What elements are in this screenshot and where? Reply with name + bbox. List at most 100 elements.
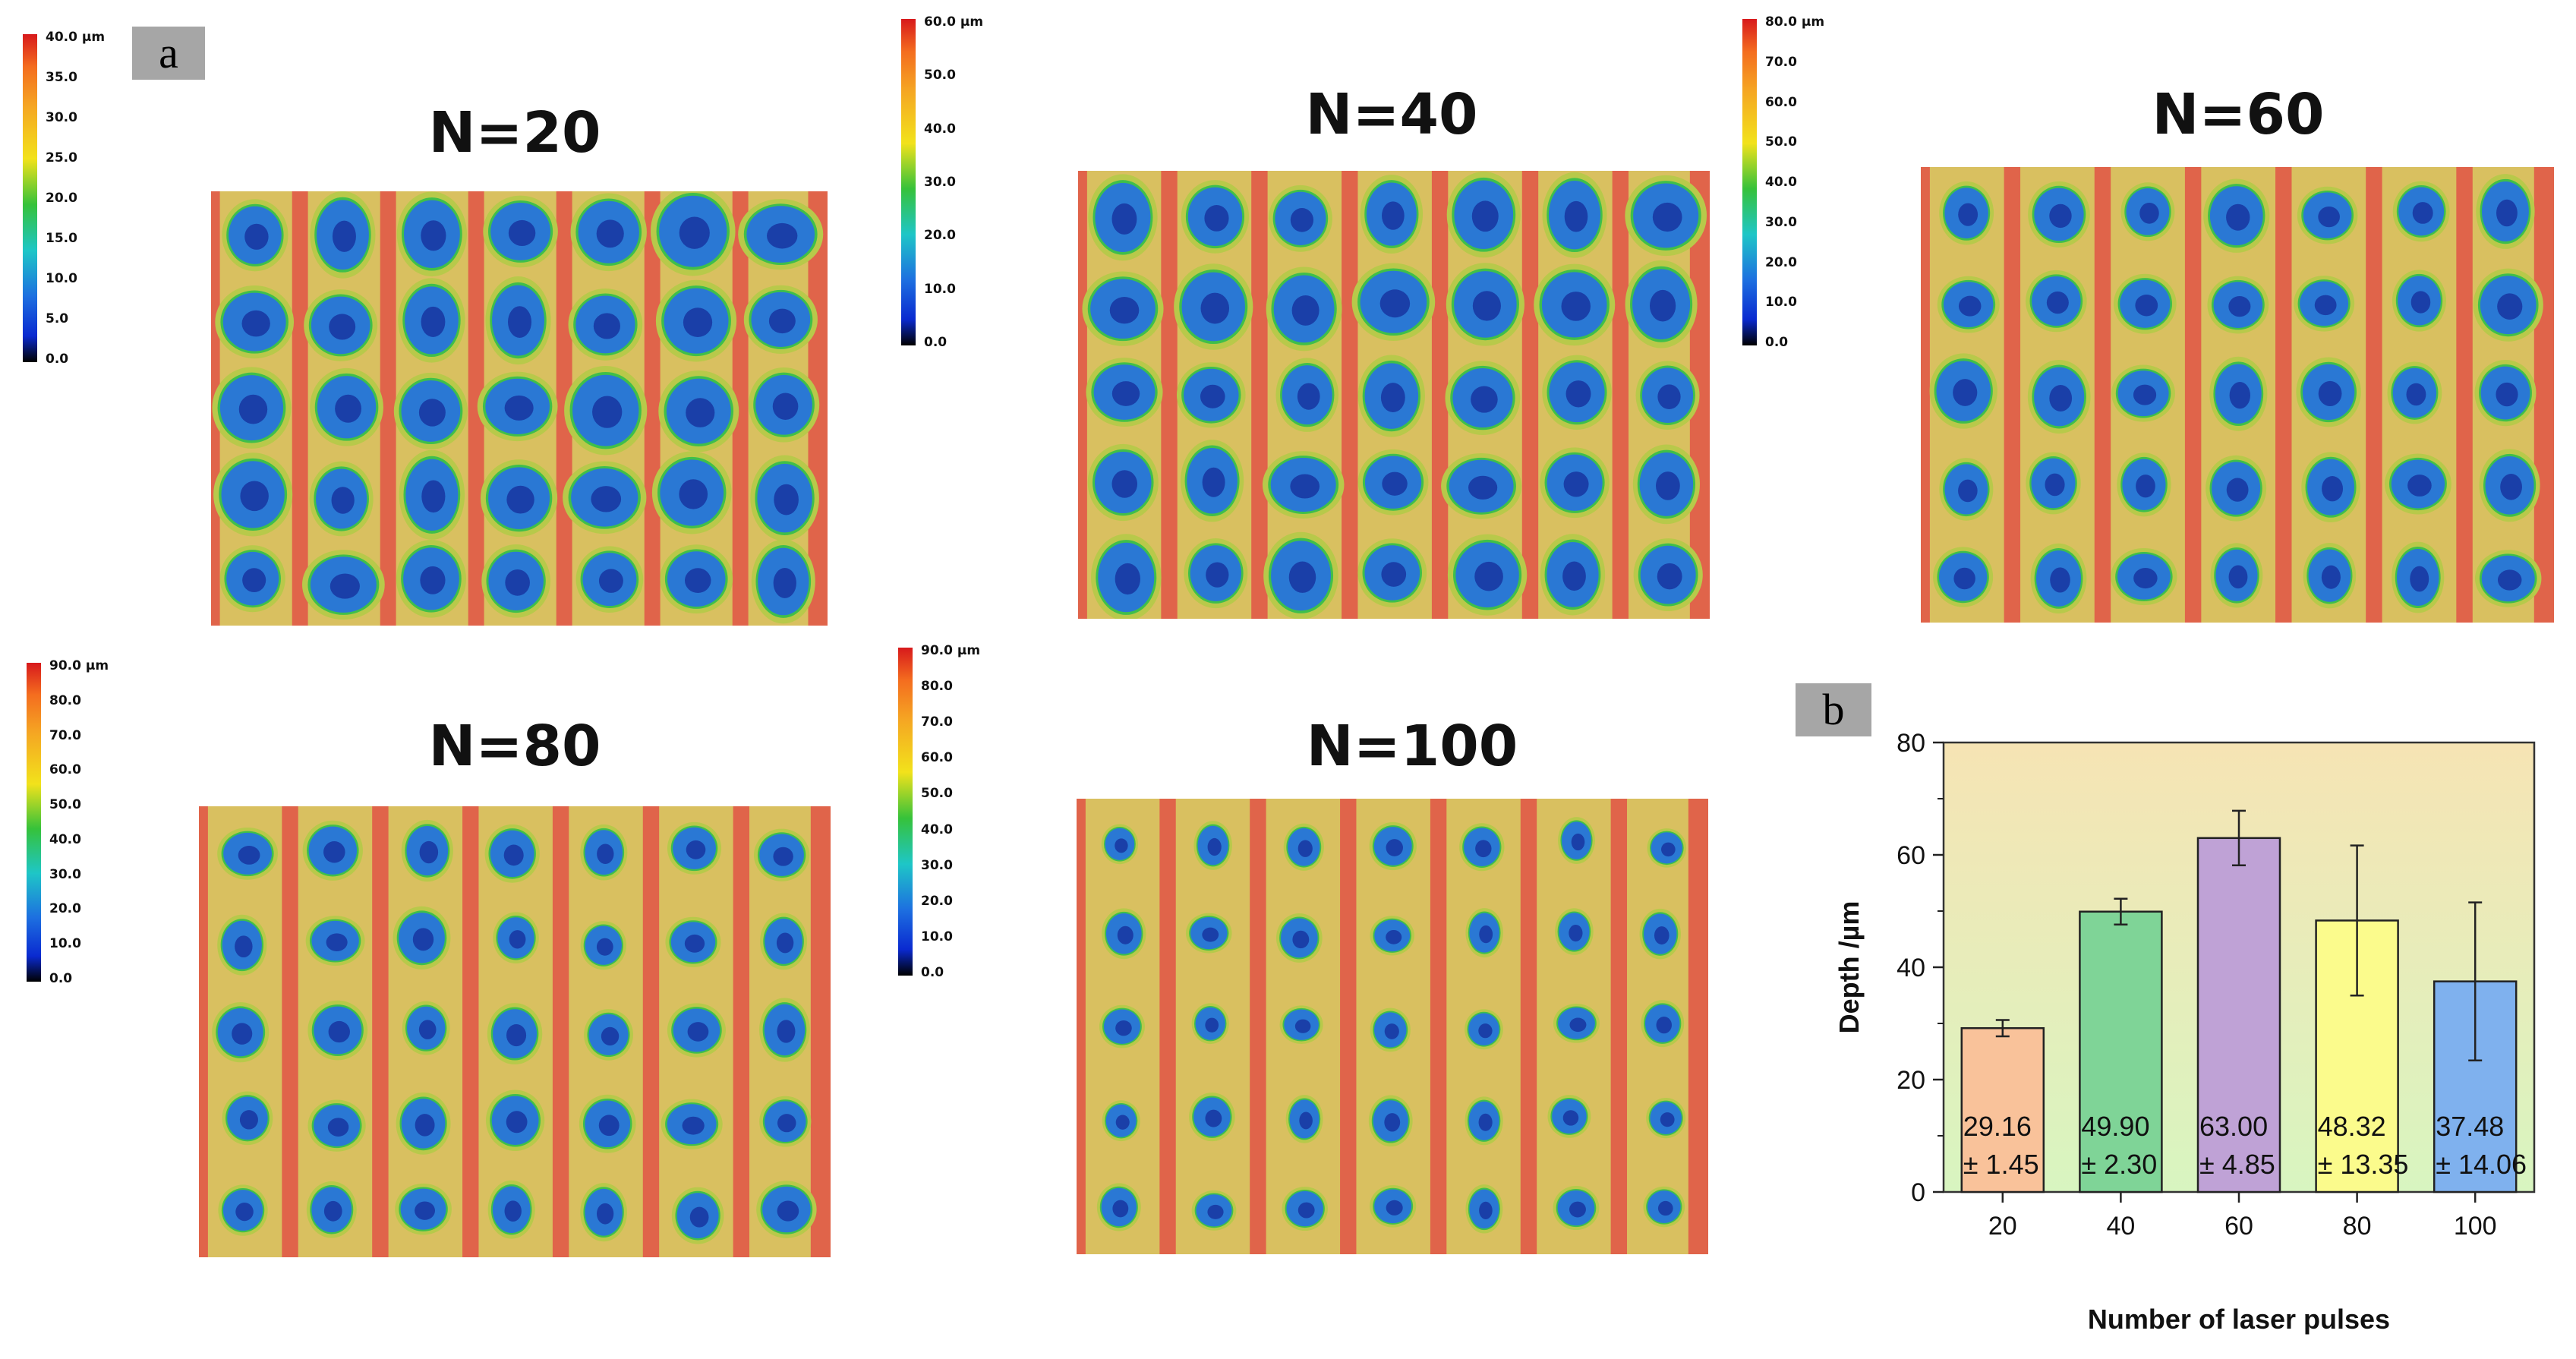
pit-core <box>1565 380 1591 408</box>
scalebar-tick-label: 40.0 µm <box>46 30 106 45</box>
surface-ridge <box>644 191 661 626</box>
pit-core <box>2135 294 2158 317</box>
pit-core <box>685 568 711 594</box>
value-label: 29.16 <box>1963 1111 2032 1142</box>
surface-ridge <box>1342 171 1358 619</box>
pit-core <box>1479 925 1493 944</box>
pit-core <box>2049 203 2072 229</box>
scalebar-tick-label: 25.0 <box>46 150 77 166</box>
scalebar-tick-label: 40.0 <box>49 831 81 847</box>
pit-core <box>1200 292 1230 324</box>
scalebar-tick-label: 20.0 <box>921 893 953 909</box>
error-label: ± 1.45 <box>1963 1149 2039 1180</box>
scalebar-tick-label: 20.0 <box>924 228 956 244</box>
pit-core <box>505 569 530 596</box>
pit-core <box>601 1026 620 1046</box>
pit-core <box>1654 926 1670 945</box>
surface-ridge <box>199 806 208 1257</box>
pit-core <box>242 568 266 593</box>
pit-core <box>2322 476 2344 502</box>
pit-core <box>1299 1111 1313 1130</box>
pit-core <box>1290 474 1320 499</box>
pit-core <box>1657 563 1682 590</box>
pit-core <box>1111 470 1138 498</box>
pit-core <box>689 1206 709 1228</box>
pit-core <box>1569 924 1583 942</box>
scalebar-tick-label: 50.0 <box>924 68 956 84</box>
scalebar-tick-label: 0.0 <box>49 971 73 986</box>
pit-core <box>2046 291 2069 314</box>
pit-core <box>1649 289 1676 322</box>
pit-core <box>1657 384 1681 410</box>
map-title-n80: N=80 <box>428 714 601 779</box>
scalebar-tick-label: 5.0 <box>46 311 69 326</box>
scalebar-tick-label: 35.0 <box>46 70 77 85</box>
pit-core <box>596 938 613 956</box>
surface-ridge <box>1077 799 1086 1254</box>
error-bar-100 <box>2468 901 2483 1061</box>
pit-core <box>686 398 715 427</box>
pit-core <box>335 394 361 423</box>
pit-core <box>598 569 623 593</box>
pit-core <box>1205 1109 1222 1127</box>
surface-ridge <box>1431 171 1449 619</box>
pit-core <box>509 930 526 949</box>
x-axis-label: Number of laser pulses <box>2088 1304 2390 1335</box>
pit-core <box>1478 1113 1493 1131</box>
pit-core <box>2321 565 2341 589</box>
scalebar-tick-label: 20.0 <box>49 901 81 917</box>
pit-core <box>2226 478 2249 502</box>
scalebar-tick-label: 30.0 <box>46 110 77 125</box>
pit-core <box>1380 383 1405 413</box>
surface-ridge <box>2533 167 2554 623</box>
pit-core <box>1207 837 1222 856</box>
pit-core <box>591 486 622 512</box>
pit-core <box>1288 561 1316 593</box>
surface-ridge <box>292 191 308 626</box>
pit-core <box>2045 473 2065 497</box>
pit-core <box>415 1201 435 1220</box>
surface-ridge <box>1078 171 1087 619</box>
value-label: 49.90 <box>2081 1111 2149 1142</box>
scalebar-tick-label: 40.0 <box>1765 175 1797 190</box>
pit-core <box>1958 479 1978 503</box>
scalebar-tick-label: 30.0 <box>1765 214 1797 230</box>
scalebar-gradient <box>23 34 37 362</box>
scalebar-tick-label: 20.0 <box>46 191 77 206</box>
pit-core <box>1205 1017 1219 1033</box>
pit-core <box>1660 1112 1675 1127</box>
value-label: 48.32 <box>2318 1111 2386 1142</box>
pit-core <box>420 566 446 594</box>
surface-ridge <box>2004 167 2021 623</box>
scalebar-tick-label: 70.0 <box>49 727 81 743</box>
surface-map-n20 <box>211 191 828 626</box>
pit-core <box>1571 833 1585 851</box>
pit-core <box>2226 203 2250 231</box>
pit-core <box>777 1020 796 1043</box>
pit-core <box>687 1022 709 1042</box>
surface-ridge <box>1251 171 1268 619</box>
pit-core <box>238 394 268 424</box>
pit-core <box>1204 204 1229 232</box>
pit-core <box>1115 838 1128 853</box>
pit-core <box>332 220 356 252</box>
scalebar-tick-label: 60.0 <box>921 750 953 766</box>
pit-core <box>326 933 348 951</box>
bar-60 <box>2196 837 2281 1193</box>
scalebar-gradient <box>901 19 916 345</box>
pit-core <box>235 1202 254 1222</box>
y-tick-label: 20 <box>1897 1066 1925 1095</box>
pit-core <box>686 840 706 859</box>
surface-render <box>1077 799 1708 1254</box>
pit-core <box>418 399 446 427</box>
surface-render <box>1921 167 2554 623</box>
surface-ridge <box>2275 167 2292 623</box>
surface-ridge <box>468 191 484 626</box>
pit-core <box>598 1115 620 1137</box>
pit-core <box>1297 840 1313 857</box>
pit-core <box>1562 561 1586 591</box>
pit-core <box>2228 295 2251 317</box>
scalebar-tick-label: 0.0 <box>46 352 69 367</box>
pit-core <box>683 307 713 337</box>
bar-chart-depth: 29.16 ± 1.45 49.90 ± 2.30 63.00 ± 4.85 48.32 ± … <box>1833 729 2536 1335</box>
